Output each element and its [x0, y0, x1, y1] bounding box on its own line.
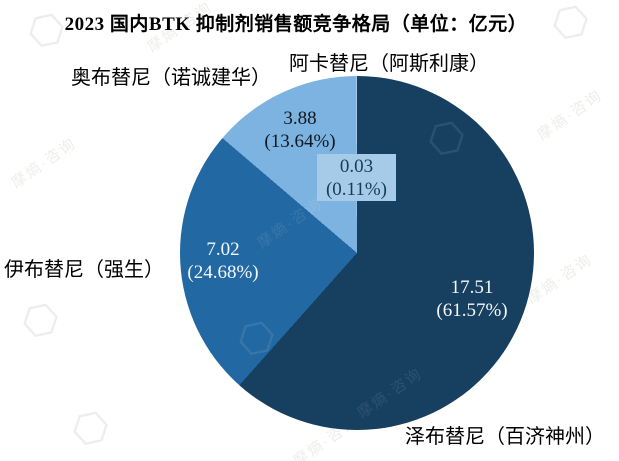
slice-value-label-acalabrutinib: 0.03 (0.11%) — [317, 154, 396, 201]
chart-title: 2023 国内BTK 抑制剂销售额竞争格局（单位：亿元） — [64, 14, 528, 35]
watermark-logo-icon: ⬡ — [15, 293, 65, 349]
slice-percent: (24.68%) — [187, 262, 259, 283]
slice-name-label-zanubrutinib: 泽布替尼（百济神州） — [405, 426, 605, 448]
slice-percent: (61.57%) — [436, 300, 508, 321]
slice-value: 0.03 — [339, 155, 374, 177]
slice-value-label-zanubrutinib: 17.51 (61.57%) — [410, 276, 534, 322]
slice-name-label-orelabrutinib: 奥布替尼（诺诚建华） — [71, 67, 271, 89]
slice-value: 17.51 — [450, 277, 494, 298]
slice-value-label-orelabrutinib: 3.88 (13.64%) — [238, 107, 362, 153]
watermark-logo-icon: ⬡ — [65, 401, 115, 457]
slice-value: 3.88 — [283, 108, 317, 129]
slice-percent: (0.11%) — [325, 178, 388, 200]
watermark-text: 摩熵·咨询 — [534, 86, 606, 144]
slice-name-label-acalabrutinib: 阿卡替尼（阿斯利康） — [289, 53, 489, 75]
slice-percent: (13.64%) — [264, 131, 336, 152]
watermark-text: 摩熵·咨询 — [8, 134, 80, 192]
slice-name-label-ibrutinib: 伊布替尼（强生） — [4, 259, 164, 281]
slice-value-label-ibrutinib: 7.02 (24.68%) — [161, 238, 285, 284]
slice-value: 7.02 — [206, 239, 240, 260]
pie-chart — [180, 76, 534, 430]
